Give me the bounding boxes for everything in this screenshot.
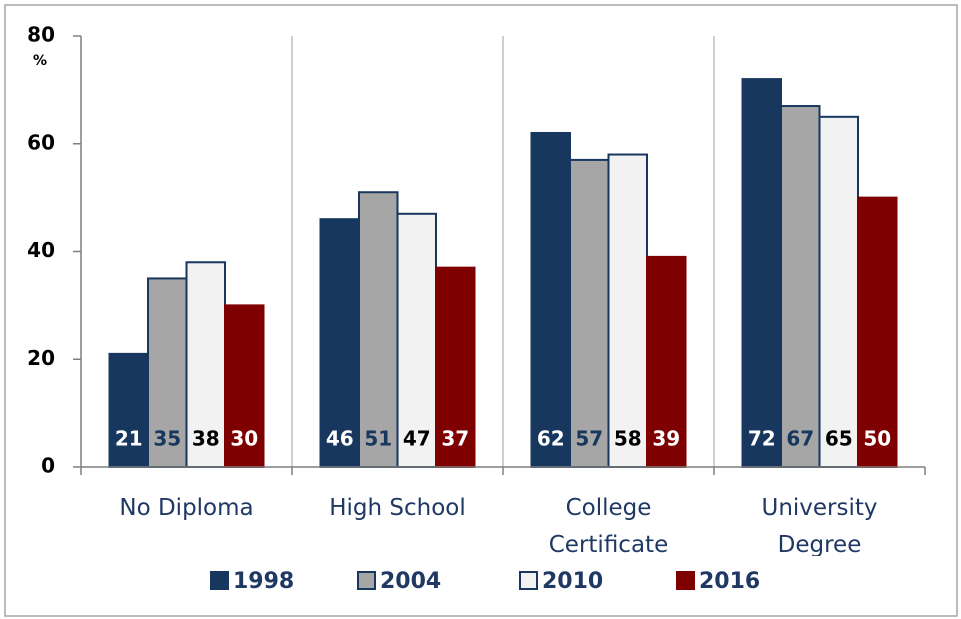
value-label: 65	[825, 427, 853, 451]
bar	[358, 191, 399, 469]
legend-swatch	[676, 571, 695, 590]
value-label: 51	[364, 427, 392, 451]
y-tick-label: 0	[41, 454, 55, 478]
value-label: 50	[863, 427, 891, 451]
value-label: 37	[441, 427, 469, 451]
frame	[4, 4, 958, 617]
value-label: 39	[652, 427, 680, 451]
legend-label: 1998	[233, 569, 294, 594]
value-label: 35	[153, 427, 181, 451]
y-tick-label: 60	[27, 130, 55, 154]
legend-swatch	[210, 571, 229, 590]
bar	[857, 196, 898, 468]
value-label: 72	[748, 427, 776, 451]
x-tick-label: University Degree	[761, 495, 878, 556]
value-label: 21	[115, 427, 143, 451]
value-label: 30	[230, 427, 258, 451]
bar	[607, 153, 648, 468]
value-label: 67	[786, 427, 814, 451]
x-tick-label: College Certificate	[548, 495, 669, 556]
legend-label: 2016	[699, 569, 760, 594]
y-tick-label: 80	[27, 23, 55, 47]
legend-label: 2010	[542, 569, 603, 594]
legend-swatch	[519, 571, 538, 590]
legend-label: 2004	[380, 569, 441, 594]
y-tick-label: 40	[27, 238, 55, 262]
value-label: 57	[575, 427, 603, 451]
value-label: 38	[192, 427, 220, 451]
bar	[569, 158, 610, 468]
y-tick-label: 20	[27, 346, 55, 370]
bar	[530, 131, 571, 468]
bar	[741, 78, 782, 468]
y-axis-label: %	[33, 53, 47, 69]
value-label: 47	[403, 427, 431, 451]
bar	[818, 115, 859, 468]
x-tick-label: No Diploma	[119, 495, 254, 521]
bar	[396, 212, 437, 468]
value-label: 62	[537, 427, 565, 451]
bar	[435, 266, 476, 468]
bar	[319, 218, 360, 468]
value-label: 58	[614, 427, 642, 451]
x-tick-label: High School	[329, 495, 466, 521]
value-label: 46	[326, 427, 354, 451]
legend-swatch	[357, 571, 376, 590]
bar	[224, 304, 265, 468]
bar	[780, 105, 821, 468]
category-labels: No Diploma High School College Certificate…	[0, 490, 961, 556]
